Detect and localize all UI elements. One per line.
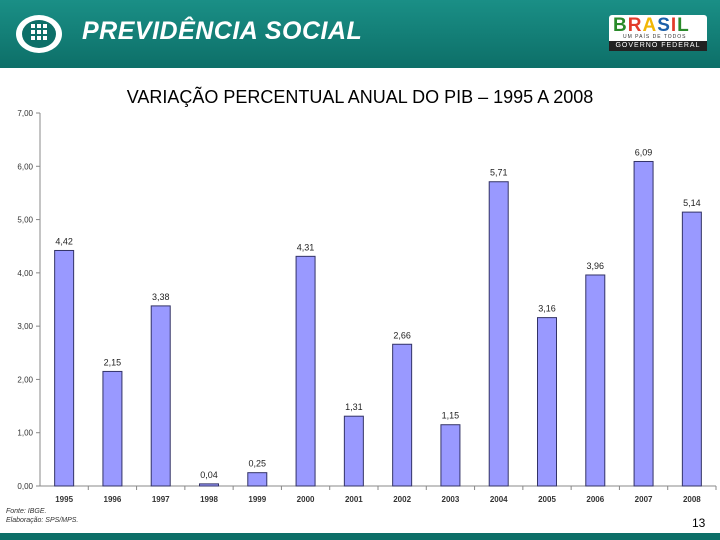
bar-2005 [537, 317, 557, 487]
bar-value-label: 3,38 [152, 292, 170, 302]
y-tick-label: 4,00 [17, 269, 33, 278]
bar-value-label: 3,96 [587, 261, 605, 271]
brasil-logo-word: BRASIL [613, 15, 690, 36]
bar-value-label: 0,25 [249, 459, 267, 469]
y-tick-label: 3,00 [17, 322, 33, 331]
y-tick-label: 7,00 [17, 109, 33, 118]
bar-value-label: 1,31 [345, 402, 363, 412]
bar-2004 [488, 181, 509, 487]
x-tick-label: 2001 [345, 495, 363, 504]
x-tick-label: 1998 [200, 495, 218, 504]
bar-value-label: 5,14 [683, 198, 701, 208]
y-tick-label: 1,00 [17, 429, 33, 438]
source-note: Fonte: IBGE. [6, 508, 47, 515]
y-tick-label: 2,00 [17, 375, 33, 384]
x-tick-label: 2007 [635, 495, 653, 504]
bar-value-label: 2,66 [393, 330, 411, 340]
bar-value-label: 3,16 [538, 304, 556, 314]
bar-value-label: 4,31 [297, 242, 315, 252]
bar-value-label: 0,04 [200, 470, 218, 480]
previdencia-logo-icon [16, 15, 62, 53]
bar-1998 [199, 483, 219, 487]
bar-2001 [343, 415, 364, 487]
bar-2008 [681, 211, 702, 487]
bar-chart: 0,00 1,00 2,00 3,00 4,00 5,00 6,00 7,00 4,42 1995… [17, 109, 717, 504]
bar-value-label: 6,09 [635, 147, 653, 157]
y-tick-label: 0,00 [17, 482, 33, 491]
bar-2000 [295, 255, 316, 487]
x-tick-label: 2008 [683, 495, 701, 504]
bottom-rule [0, 533, 720, 540]
bar-1996 [102, 370, 123, 487]
y-tick-label: 5,00 [17, 216, 33, 225]
brasil-logo: BRASIL UM PAÍS DE TODOS GOVERNO FEDERAL [609, 15, 707, 51]
bar-2007 [633, 160, 654, 487]
x-tick-label: 2003 [442, 495, 460, 504]
bar-1997 [150, 305, 171, 487]
bar-2002 [392, 343, 413, 487]
x-tick-label: 1999 [248, 495, 266, 504]
x-tick-label: 2004 [490, 495, 508, 504]
x-tick-label: 2005 [538, 495, 556, 504]
bar-2006 [585, 274, 606, 487]
header-band: PREVIDÊNCIA SOCIAL BRASIL UM PAÍS DE TOD… [0, 0, 720, 68]
x-tick-label: 2000 [297, 495, 315, 504]
bar-1999 [247, 472, 268, 487]
brasil-logo-tagline: UM PAÍS DE TODOS [623, 34, 687, 40]
bar-value-label: 4,42 [55, 236, 73, 246]
x-tick-label: 2006 [586, 495, 604, 504]
x-tick-label: 1997 [152, 495, 170, 504]
y-tick-label: 6,00 [17, 162, 33, 171]
bar-value-label: 2,15 [104, 357, 122, 367]
page-number: 13 [692, 516, 706, 530]
brasil-logo-government: GOVERNO FEDERAL [609, 41, 707, 51]
bar-value-label: 5,71 [490, 168, 508, 178]
bar-2003 [440, 424, 461, 487]
x-tick-label: 1995 [55, 495, 73, 504]
x-tick-label: 2002 [393, 495, 411, 504]
bar-1995 [54, 249, 75, 487]
chart-title: VARIAÇÃO PERCENTUAL ANUAL DO PIB – 1995 … [126, 87, 594, 107]
x-tick-label: 1996 [104, 495, 122, 504]
header-title: PREVIDÊNCIA SOCIAL [82, 17, 363, 45]
bar-value-label: 1,15 [442, 411, 460, 421]
prepared-by-note: Elaboração: SPS/MPS. [6, 517, 79, 524]
